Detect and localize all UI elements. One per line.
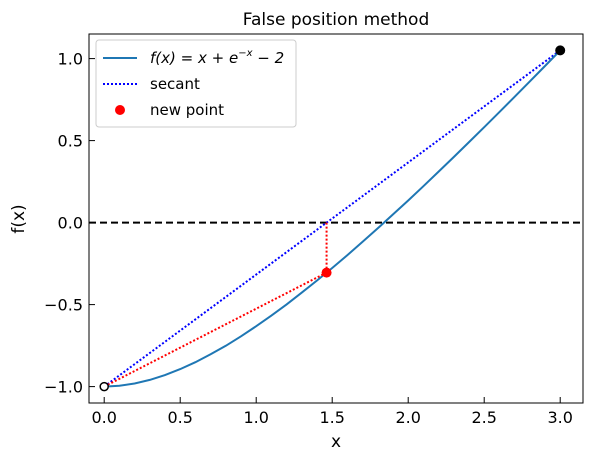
ticks: 0.0 0.5 1.0 1.5 2.0 2.5 3.0 −1.0 −0.5 0.0 0.5 1.0 bbox=[44, 50, 573, 427]
axes-frame bbox=[88, 33, 584, 404]
plot-area bbox=[89, 45, 583, 392]
x-tick-label-1: 0.5 bbox=[167, 408, 192, 427]
new-secant-line bbox=[103, 271, 328, 388]
chart-title: False position method bbox=[243, 10, 429, 30]
y-tick-label-0: −1.0 bbox=[44, 378, 83, 397]
y-tick-label-4: 1.0 bbox=[58, 50, 83, 69]
legend-new-point-label: new point bbox=[150, 101, 224, 119]
y-tick-label-2: 0.0 bbox=[58, 214, 83, 233]
y-axis-label: f(x) bbox=[9, 204, 29, 233]
x-tick-label-6: 3.0 bbox=[547, 408, 572, 427]
x-tick-label-5: 2.5 bbox=[471, 408, 496, 427]
legend-new-point-marker bbox=[115, 105, 125, 115]
legend: f(x) = x + e−x − 2 secant new point bbox=[95, 39, 297, 128]
x-tick-label-4: 2.0 bbox=[395, 408, 420, 427]
y-tick-label-3: 0.5 bbox=[58, 132, 83, 151]
endpoint-marker-1 bbox=[555, 45, 566, 56]
y-tick-label-1: −0.5 bbox=[44, 296, 83, 315]
legend-secant-label: secant bbox=[150, 75, 200, 93]
secant-line bbox=[103, 49, 561, 388]
function-curve bbox=[104, 49, 561, 388]
legend-function-label: f(x) = x + e−x − 2 bbox=[150, 48, 284, 67]
x-tick-label-0: 0.0 bbox=[91, 408, 116, 427]
endpoint-marker-0 bbox=[99, 381, 109, 392]
new-point-marker bbox=[321, 267, 332, 278]
x-axis-label: x bbox=[331, 432, 341, 452]
legend-box bbox=[95, 39, 297, 128]
x-tick-label-2: 1.0 bbox=[243, 408, 268, 427]
x-tick-label-3: 1.5 bbox=[319, 408, 344, 427]
